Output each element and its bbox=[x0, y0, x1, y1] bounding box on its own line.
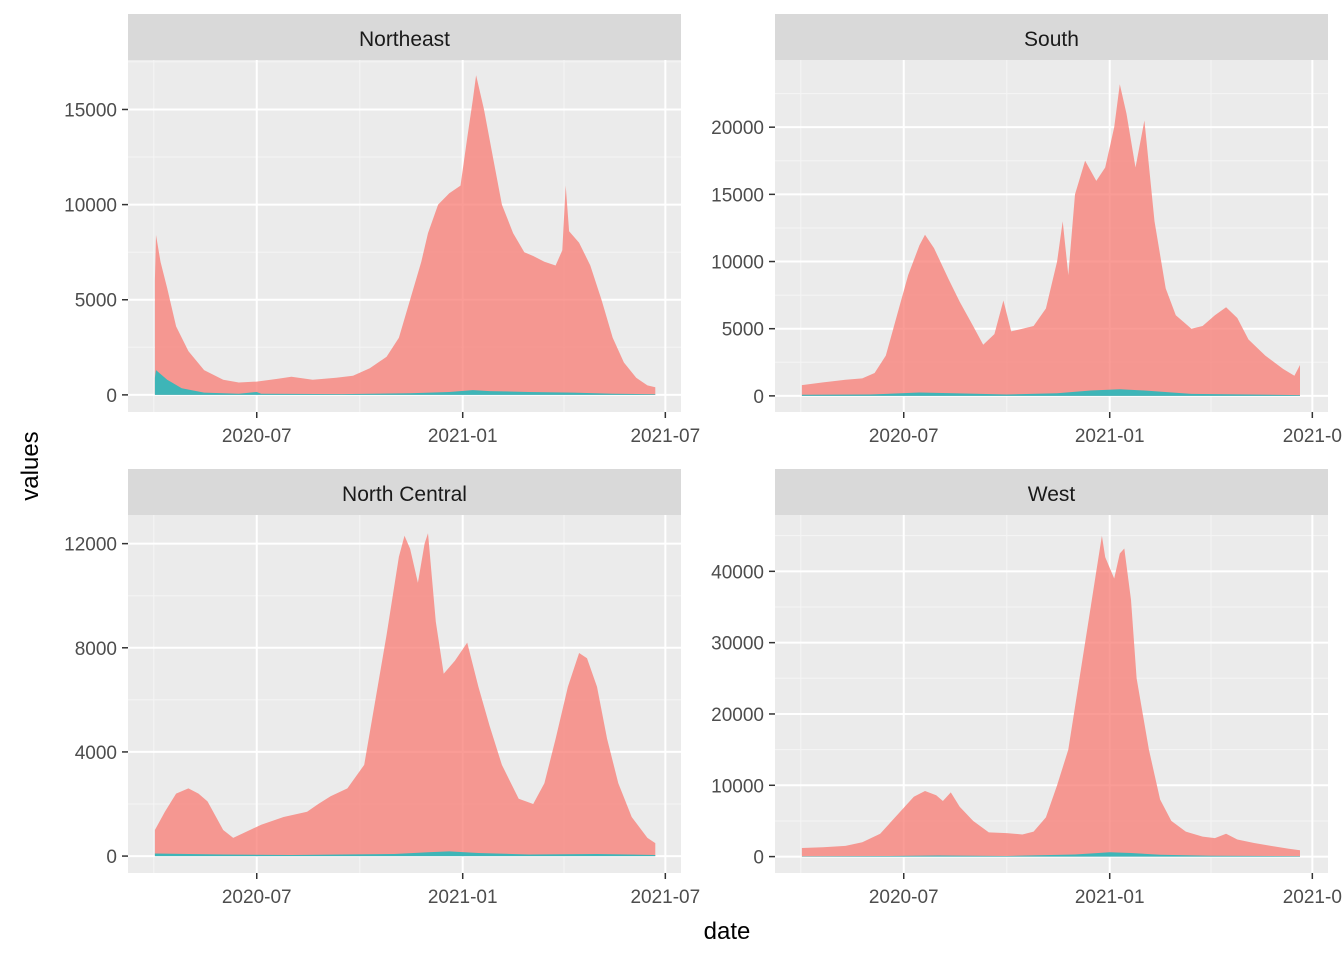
y-tick-label: 20000 bbox=[711, 705, 764, 726]
y-tick-label: 5000 bbox=[722, 320, 764, 341]
x-tick-label: 2021-07 bbox=[630, 887, 700, 908]
facet-strip bbox=[775, 14, 1328, 60]
x-tick-label: 2021-07 bbox=[630, 426, 700, 447]
x-tick-label: 2021-01 bbox=[1075, 426, 1145, 447]
series-area-b bbox=[801, 389, 1300, 396]
y-tick-label: 12000 bbox=[64, 535, 117, 556]
y-tick-label: 4000 bbox=[75, 743, 117, 764]
series-area-a bbox=[154, 75, 656, 395]
facet-strip bbox=[128, 14, 681, 60]
x-tick-label: 2020-07 bbox=[222, 887, 292, 908]
series-area-b bbox=[154, 851, 656, 857]
facet-panel: South 0 5000 10000 15000 20000 2020-07 2021-01 2… bbox=[711, 14, 1342, 447]
x-tick-label: 2021-01 bbox=[428, 887, 498, 908]
y-tick-label: 20000 bbox=[711, 118, 764, 139]
series-area-a bbox=[154, 533, 656, 857]
x-axis-label: date bbox=[704, 918, 751, 945]
x-tick-label: 2020-07 bbox=[869, 426, 939, 447]
x-tick-label: 2021-0 bbox=[1283, 887, 1342, 908]
x-tick-label: 2020-07 bbox=[222, 426, 292, 447]
facet-title: Northeast bbox=[359, 28, 450, 51]
x-tick-label: 2021-01 bbox=[1075, 887, 1145, 908]
series-area-a bbox=[801, 84, 1300, 396]
facet-strip bbox=[128, 469, 681, 515]
x-tick-label: 2020-07 bbox=[869, 887, 939, 908]
y-tick-label: 8000 bbox=[75, 639, 117, 660]
y-tick-label: 10000 bbox=[711, 776, 764, 797]
y-tick-label: 5000 bbox=[75, 291, 117, 312]
y-tick-label: 30000 bbox=[711, 634, 764, 655]
facet-panel: North Central 0 4000 8000 12000 2020-07 2021-0… bbox=[64, 469, 700, 908]
facet-panel: Northeast 0 5000 10000 15000 2020-07 2021-01 20… bbox=[64, 14, 700, 447]
series-area-b bbox=[801, 852, 1300, 857]
facet-title: North Central bbox=[342, 483, 467, 506]
facet-title: West bbox=[1028, 483, 1076, 506]
y-tick-label: 0 bbox=[753, 848, 764, 869]
y-tick-label: 15000 bbox=[711, 185, 764, 206]
y-tick-label: 10000 bbox=[711, 253, 764, 274]
facet-title: South bbox=[1024, 28, 1079, 51]
y-axis-label: values bbox=[17, 431, 44, 500]
y-tick-label: 15000 bbox=[64, 100, 117, 121]
y-tick-label: 10000 bbox=[64, 196, 117, 217]
y-tick-label: 0 bbox=[106, 847, 117, 868]
x-tick-label: 2021-01 bbox=[428, 426, 498, 447]
facet-panel: West 0 10000 20000 30000 40000 2020-07 2021-01 2… bbox=[711, 469, 1342, 908]
x-tick-label: 2021-0 bbox=[1283, 426, 1342, 447]
y-tick-label: 0 bbox=[106, 386, 117, 407]
facet-strip bbox=[775, 469, 1328, 515]
y-tick-label: 40000 bbox=[711, 562, 764, 583]
y-tick-label: 0 bbox=[753, 387, 764, 408]
